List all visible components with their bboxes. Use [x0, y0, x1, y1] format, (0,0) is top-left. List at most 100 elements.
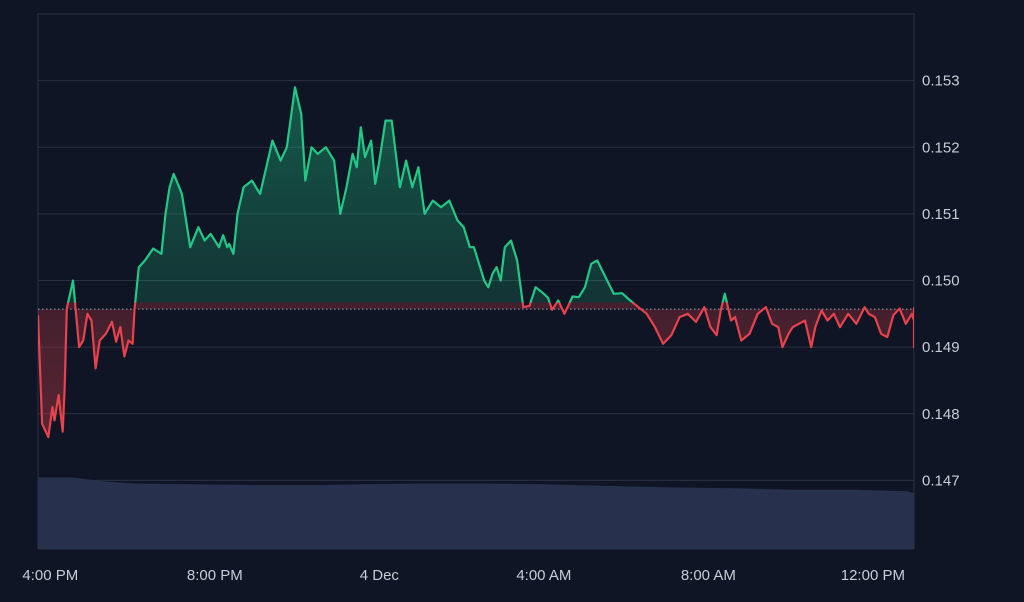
- volume-bar: [650, 486, 653, 549]
- volume-bar: [224, 484, 227, 549]
- volume-bar: [41, 477, 44, 549]
- volume-bar: [377, 484, 380, 549]
- volume-bar: [362, 484, 365, 549]
- volume-bar: [92, 480, 95, 549]
- volume-bar: [182, 484, 185, 549]
- volume-bar: [764, 489, 767, 549]
- volume-bar: [176, 484, 179, 549]
- volume-bar: [341, 484, 344, 549]
- volume-bar: [308, 485, 311, 549]
- volume-bar: [533, 484, 536, 549]
- volume-bar: [104, 481, 107, 549]
- volume-bar: [743, 488, 746, 549]
- volume-bar: [710, 487, 713, 549]
- volume-bar: [233, 484, 236, 549]
- volume-bar: [302, 485, 305, 549]
- volume-bar: [173, 484, 176, 549]
- volume-bar: [509, 483, 512, 549]
- volume-bar: [374, 484, 377, 549]
- volume-bar: [140, 483, 143, 549]
- volume-bar: [44, 477, 47, 549]
- volume-bar: [170, 484, 173, 549]
- y-tick-label: 0.149: [922, 339, 960, 356]
- volume-bar: [281, 485, 284, 549]
- volume-bar: [314, 485, 317, 549]
- volume-bar: [347, 484, 350, 549]
- volume-bar: [455, 483, 458, 549]
- volume-bar: [770, 489, 773, 549]
- volume-bar: [338, 484, 341, 549]
- volume-bar: [587, 485, 590, 549]
- volume-bar: [590, 485, 593, 549]
- y-tick-label: 0.152: [922, 139, 960, 156]
- volume-bar: [248, 484, 251, 549]
- volume-bar: [437, 483, 440, 549]
- volume-bar: [227, 484, 230, 549]
- volume-bar: [881, 490, 884, 549]
- volume-bar: [53, 477, 56, 549]
- volume-bar: [692, 487, 695, 549]
- volume-bar: [488, 483, 491, 549]
- volume-bar: [209, 484, 212, 549]
- volume-bar: [458, 483, 461, 549]
- volume-bar: [434, 483, 437, 549]
- volume-bar: [731, 488, 734, 549]
- volume-bar: [113, 482, 116, 549]
- volume-bar: [608, 485, 611, 549]
- volume-bar: [722, 488, 725, 549]
- volume-bar: [98, 481, 101, 549]
- volume-bar: [578, 485, 581, 549]
- volume-bar: [713, 487, 716, 549]
- volume-bar: [212, 484, 215, 549]
- volume-bar: [725, 488, 728, 549]
- volume-bar: [593, 485, 596, 549]
- volume-bar: [440, 483, 443, 549]
- volume-bar: [737, 488, 740, 549]
- volume-bar: [893, 490, 896, 549]
- volume-bar: [62, 477, 65, 549]
- volume-bar: [635, 486, 638, 549]
- volume-bar: [611, 485, 614, 549]
- volume-bar: [269, 485, 272, 549]
- volume-bar: [293, 485, 296, 549]
- y-tick-label: 0.153: [922, 73, 960, 90]
- volume-bar: [221, 484, 224, 549]
- volume-bar: [704, 487, 707, 549]
- volume-bar: [887, 490, 890, 549]
- volume-bar: [629, 486, 632, 549]
- volume-bar: [554, 484, 557, 549]
- volume-bar: [638, 486, 641, 549]
- volume-bar: [857, 489, 860, 549]
- volume-bar: [359, 484, 362, 549]
- volume-bar: [734, 488, 737, 549]
- volume-bar: [716, 488, 719, 549]
- volume-bar: [371, 484, 374, 549]
- volume-bar: [653, 487, 656, 549]
- volume-bar: [869, 490, 872, 549]
- volume-bar: [161, 483, 164, 549]
- volume-bar: [152, 483, 155, 549]
- volume-bar: [839, 489, 842, 549]
- volume-bar: [476, 483, 479, 549]
- volume-bars: [38, 477, 914, 549]
- volume-bar: [407, 483, 410, 549]
- volume-bar: [215, 484, 218, 549]
- volume-bar: [785, 489, 788, 549]
- volume-bar: [146, 483, 149, 549]
- volume-bar: [179, 484, 182, 549]
- volume-bar: [782, 489, 785, 549]
- volume-bar: [767, 489, 770, 549]
- volume-bar: [275, 485, 278, 549]
- volume-bar: [884, 490, 887, 549]
- volume-bar: [482, 483, 485, 549]
- volume-bar: [818, 489, 821, 549]
- volume-bar: [134, 483, 137, 549]
- volume-bar: [413, 483, 416, 549]
- volume-bar: [446, 483, 449, 549]
- volume-bar: [284, 485, 287, 549]
- volume-bar: [80, 478, 83, 549]
- volume-bar: [392, 483, 395, 549]
- volume-bar: [197, 484, 200, 549]
